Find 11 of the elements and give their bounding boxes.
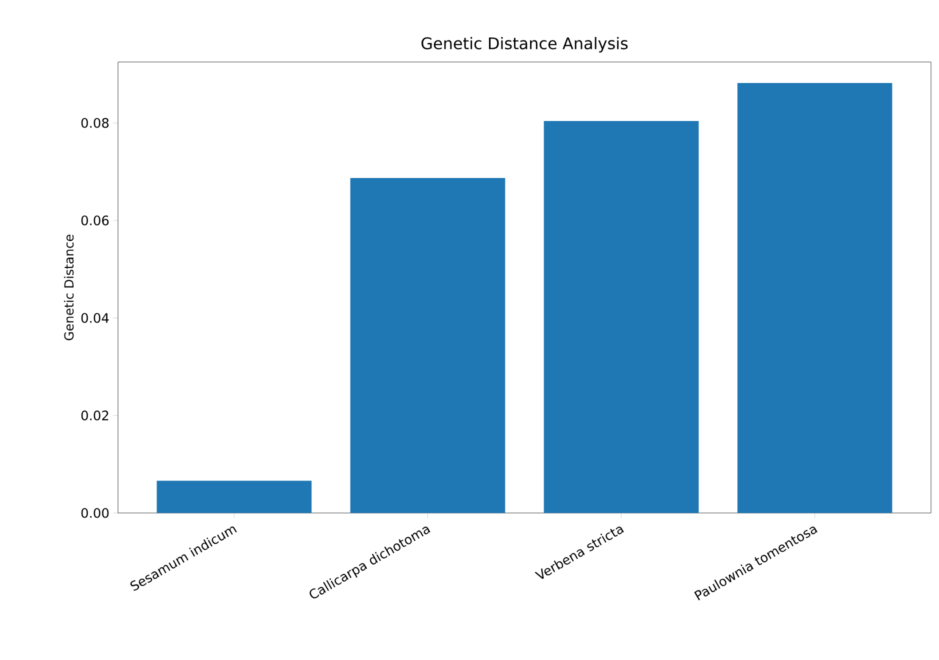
- y-tick-label: 0.04: [81, 313, 109, 323]
- chart-title: Genetic Distance Analysis: [422, 36, 628, 52]
- bar: [737, 82, 892, 513]
- bar: [156, 480, 312, 513]
- bar: [350, 178, 506, 513]
- y-tick-label: 0.08: [81, 118, 109, 128]
- bar: [544, 120, 699, 513]
- y-tick-label: 0.06: [81, 216, 109, 226]
- y-tick-label: 0.00: [81, 508, 109, 518]
- y-tick-label: 0.02: [81, 410, 108, 420]
- y-axis-title: Genetic Distance: [64, 234, 74, 340]
